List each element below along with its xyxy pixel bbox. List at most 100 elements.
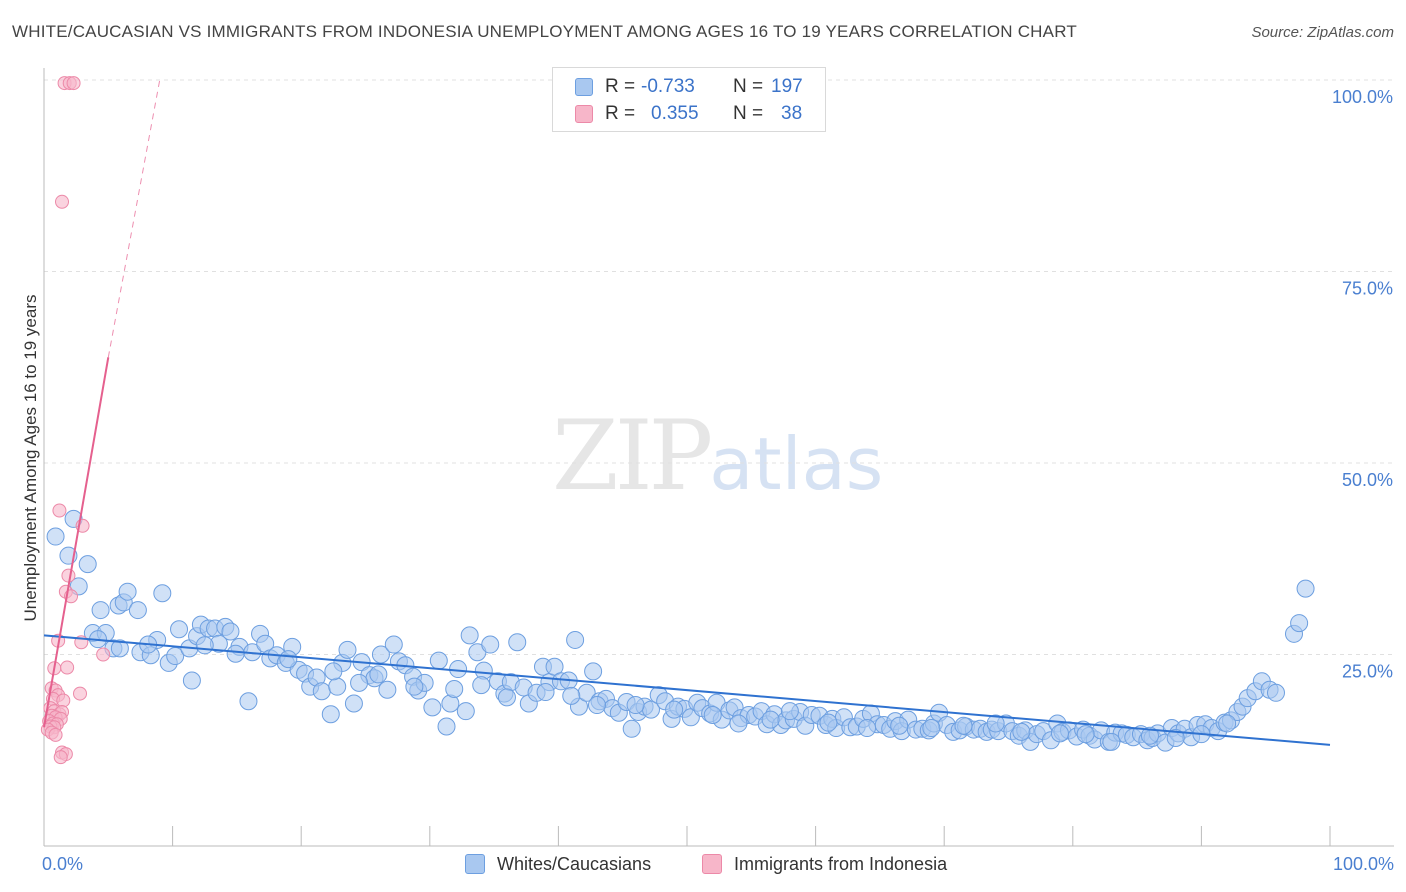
- source-label: Source: ZipAtlas.com: [1251, 24, 1394, 41]
- point-whites: [587, 696, 606, 715]
- point-indonesia: [55, 194, 70, 209]
- point-whites: [1296, 579, 1315, 598]
- point-whites: [497, 688, 516, 707]
- point-whites: [622, 719, 641, 738]
- point-whites: [226, 644, 245, 663]
- trend-line-indonesia-extension: [107, 79, 161, 358]
- watermark: ZIPatlas: [552, 400, 883, 512]
- bottom-legend-whites[interactable]: Whites/Caucasians: [465, 852, 651, 876]
- point-whites: [954, 716, 973, 735]
- bottom-legend-label-indonesia: Immigrants from Indonesia: [734, 853, 948, 874]
- point-whites: [128, 601, 147, 620]
- point-whites: [1076, 725, 1095, 744]
- point-whites: [1266, 683, 1285, 702]
- point-indonesia: [73, 686, 88, 701]
- legend-n-label: N =: [733, 103, 764, 124]
- point-whites: [344, 694, 363, 713]
- point-whites: [239, 692, 258, 711]
- point-whites: [481, 635, 500, 654]
- point-whites: [626, 696, 645, 715]
- point-whites: [1140, 726, 1159, 745]
- point-whites: [405, 677, 424, 696]
- point-whites: [437, 717, 456, 736]
- legend-r-label: R =: [605, 76, 636, 97]
- point-indonesia: [52, 503, 67, 518]
- point-whites: [221, 622, 240, 641]
- point-whites: [78, 555, 97, 574]
- bottom-legend-indonesia[interactable]: Immigrants from Indonesia: [702, 852, 947, 876]
- point-whites: [986, 714, 1005, 733]
- point-whites: [1166, 728, 1185, 747]
- trend-line-whites: [43, 634, 1331, 746]
- point-whites: [472, 676, 491, 695]
- point-whites: [369, 665, 388, 684]
- point-whites: [350, 673, 369, 692]
- chart-title: WHITE/CAUCASIAN VS IMMIGRANTS FROM INDON…: [12, 22, 1077, 41]
- point-whites: [665, 700, 684, 719]
- point-whites: [508, 633, 527, 652]
- point-whites: [1290, 614, 1309, 633]
- series-immigrants-indonesia: [40, 76, 111, 765]
- point-whites: [456, 702, 475, 721]
- point-whites: [312, 682, 331, 701]
- legend-r-value: 0.355: [651, 103, 699, 124]
- point-whites: [460, 626, 479, 645]
- point-whites: [703, 706, 722, 725]
- legend-n-value: 197: [771, 76, 803, 97]
- legend-row-whites: R = -0.733 N = 197: [553, 75, 811, 99]
- point-whites: [46, 527, 65, 546]
- point-whites: [536, 683, 555, 702]
- point-indonesia: [61, 568, 76, 583]
- point-whites: [371, 645, 390, 664]
- point-whites: [890, 716, 909, 735]
- point-indonesia: [96, 647, 111, 662]
- legend-swatch-blue: [575, 78, 593, 96]
- point-whites: [819, 713, 838, 732]
- legend-swatch-pink: [575, 105, 593, 123]
- point-whites: [1050, 724, 1069, 743]
- point-whites: [1012, 722, 1031, 741]
- axes: [43, 68, 1394, 847]
- x-tick-label-max: 100.0%: [1333, 854, 1394, 874]
- point-indonesia: [56, 693, 71, 708]
- point-whites: [170, 620, 189, 639]
- point-whites: [584, 662, 603, 681]
- point-whites: [328, 677, 347, 696]
- point-whites: [91, 601, 110, 620]
- point-whites: [445, 679, 464, 698]
- watermark-atlas: atlas: [709, 422, 884, 506]
- legend: R = -0.733 N = 197 R = 0.355 N = 38: [552, 67, 826, 132]
- grid-lines: [44, 79, 1394, 655]
- legend-n-label: N =: [733, 76, 764, 97]
- point-whites: [338, 640, 357, 659]
- bottom-legend-label-whites: Whites/Caucasians: [497, 853, 652, 874]
- point-whites: [153, 584, 172, 603]
- x-tick-label-min: 0.0%: [42, 854, 83, 874]
- y-tick-label: 75.0%: [1342, 279, 1393, 299]
- point-whites: [279, 650, 298, 669]
- legend-r-label: R =: [605, 103, 636, 124]
- point-whites: [423, 698, 442, 717]
- point-indonesia: [66, 76, 81, 91]
- series-whites-caucasians: [46, 509, 1315, 752]
- point-indonesia: [48, 727, 63, 742]
- legend-r-value: -0.733: [641, 76, 695, 97]
- point-whites: [566, 630, 585, 649]
- point-whites: [761, 710, 780, 729]
- legend-n-value: 38: [781, 103, 803, 124]
- watermark-zip: ZIP: [552, 400, 713, 512]
- point-whites: [195, 636, 214, 655]
- point-whites: [384, 635, 403, 654]
- point-indonesia: [60, 660, 75, 675]
- point-whites: [1218, 714, 1237, 733]
- bottom-legend-swatch-blue: [465, 854, 485, 874]
- y-axis-label: Unemployment Among Ages 16 to 19 years: [21, 295, 40, 622]
- point-whites: [324, 662, 343, 681]
- y-tick-label: 50.0%: [1342, 470, 1393, 490]
- point-whites: [449, 660, 468, 679]
- point-whites: [729, 714, 748, 733]
- bottom-legend-swatch-pink: [702, 854, 722, 874]
- point-whites: [922, 719, 941, 738]
- point-whites: [110, 639, 129, 658]
- y-tick-label: 25.0%: [1342, 662, 1393, 682]
